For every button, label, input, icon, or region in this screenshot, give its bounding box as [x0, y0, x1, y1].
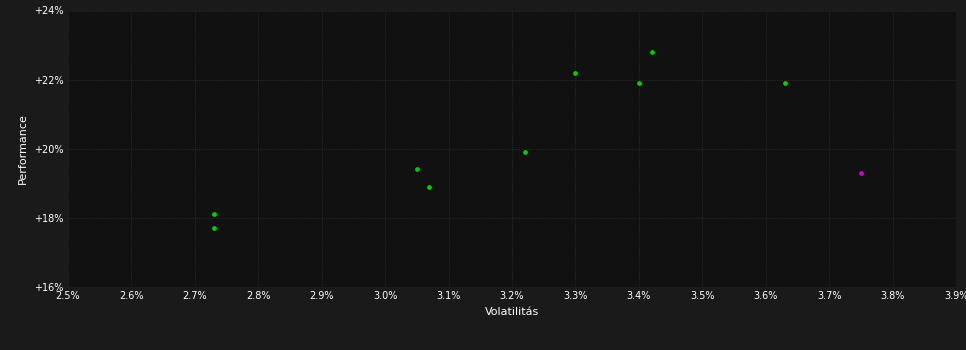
Point: [568, 70, 583, 76]
Point: [644, 49, 660, 55]
Point: [517, 149, 532, 155]
Point: [853, 170, 868, 176]
Point: [409, 167, 424, 172]
Point: [422, 184, 438, 190]
X-axis label: Volatilitás: Volatilitás: [485, 307, 539, 317]
Point: [206, 212, 221, 217]
Point: [778, 80, 793, 86]
Y-axis label: Performance: Performance: [18, 113, 28, 184]
Point: [631, 80, 646, 86]
Point: [206, 225, 221, 231]
